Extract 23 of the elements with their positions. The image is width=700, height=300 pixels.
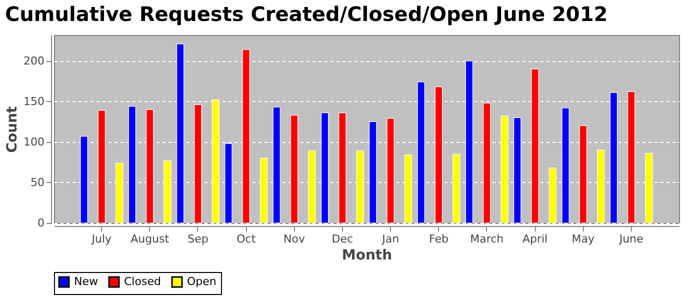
x-tick-label: March <box>470 232 504 246</box>
x-tick-label: August <box>130 232 170 246</box>
x-axis-title: Month <box>342 248 392 264</box>
x-tick-label: Feb <box>428 232 448 246</box>
chart-title: Cumulative Requests Created/Closed/Open June 2012 <box>5 2 608 26</box>
legend-label: Closed <box>124 275 161 288</box>
y-tick-label: 0 <box>38 216 44 230</box>
x-tick-label: Dec <box>332 232 354 246</box>
x-tick-label: Jan <box>381 232 400 246</box>
x-tick-label: July <box>90 232 112 246</box>
y-tick-label: 50 <box>30 176 44 189</box>
legend-label: Open <box>187 275 216 288</box>
y-tick-label: 200 <box>24 54 44 68</box>
x-tick-label: Oct <box>236 232 256 246</box>
x-tick-label: April <box>522 232 548 246</box>
y-tick-label: 150 <box>24 94 44 108</box>
x-tick-label: June <box>618 232 644 246</box>
x-tick-label: Sep <box>188 232 208 246</box>
legend-label: New <box>74 275 98 288</box>
y-tick-label: 100 <box>24 135 44 148</box>
x-tick-label: May <box>572 232 596 246</box>
x-tick-label: Nov <box>284 232 306 246</box>
y-axis-title: Count <box>4 106 21 153</box>
